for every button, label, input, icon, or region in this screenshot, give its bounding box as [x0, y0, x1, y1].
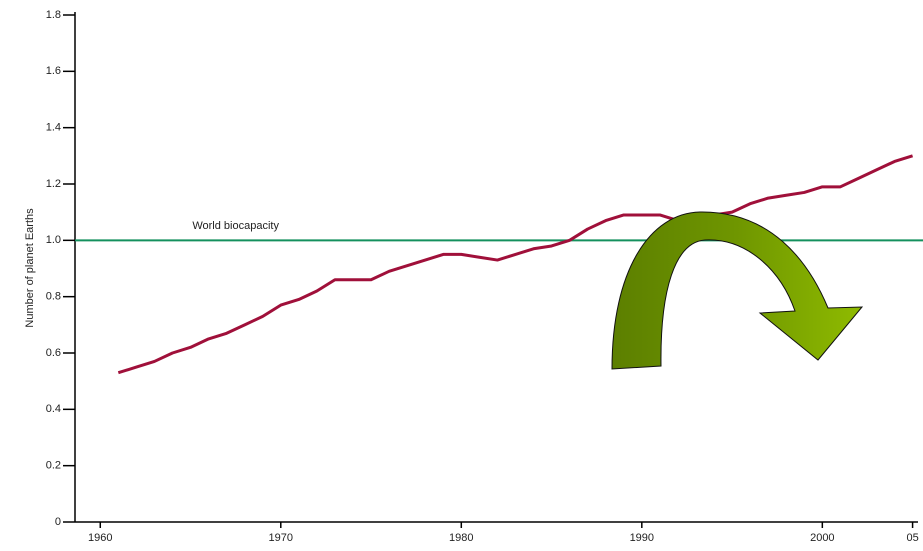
y-tick-label: 0: [55, 516, 61, 528]
y-tick-label: 1.8: [46, 9, 61, 21]
reference-label: World biocapacity: [192, 220, 279, 232]
x-tick-label: 2000: [810, 532, 834, 544]
y-axis-label: Number of planet Earths: [24, 208, 36, 328]
y-tick-label: 1.6: [46, 65, 61, 77]
x-tick-label: 1960: [88, 532, 112, 544]
y-tick-label: 0.6: [46, 347, 61, 359]
x-tick-label: 05: [906, 532, 918, 544]
y-tick-label: 1.0: [46, 234, 61, 246]
curved-arrow: [611, 211, 864, 370]
y-tick-label: 1.2: [46, 178, 61, 190]
data-line: [117, 154, 914, 375]
x-tick-label: 1970: [269, 532, 293, 544]
y-tick-label: 0.2: [46, 460, 61, 472]
x-tick-label: 1980: [449, 532, 473, 544]
x-tick-label: 1990: [630, 532, 654, 544]
y-tick-label: 0.4: [46, 403, 61, 415]
y-tick-label: 1.4: [46, 122, 61, 134]
y-tick-label: 0.8: [46, 291, 61, 303]
